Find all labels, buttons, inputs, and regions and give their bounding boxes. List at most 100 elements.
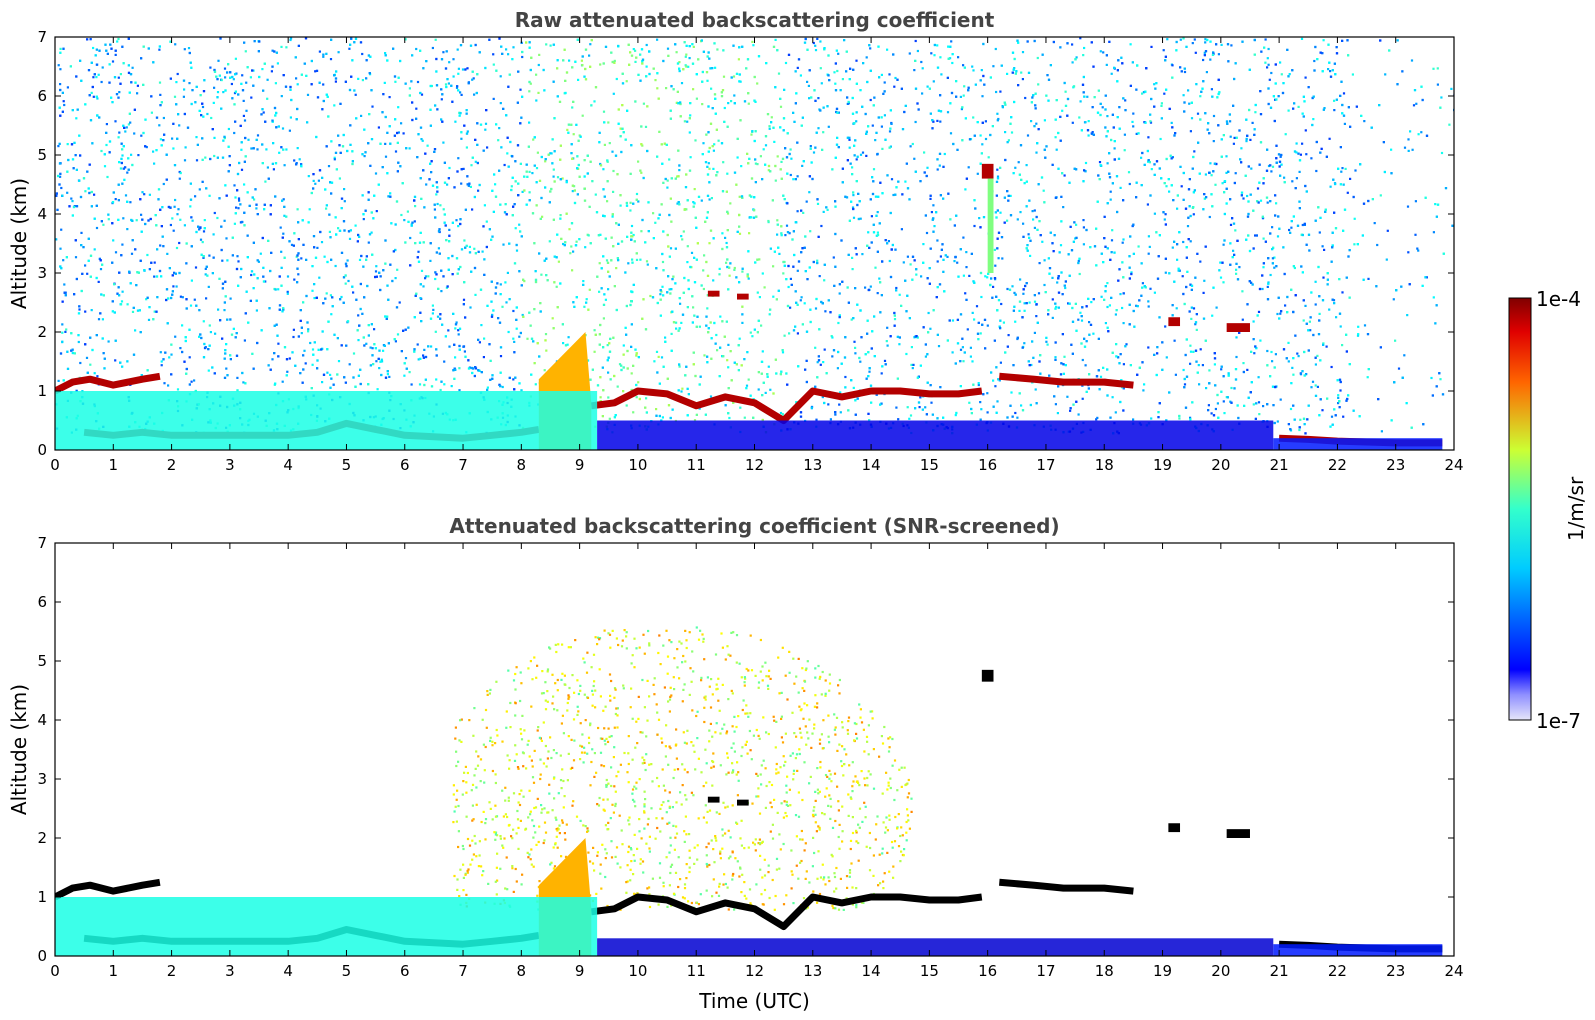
x-tick-label: 7 xyxy=(458,962,468,980)
raw-heatmap xyxy=(55,37,1454,450)
y-tick-label: 7 xyxy=(37,28,47,46)
x-tick-label: 15 xyxy=(920,962,939,980)
x-tick-label: 15 xyxy=(920,456,939,474)
x-tick-label: 20 xyxy=(1211,962,1230,980)
y-tick-label: 5 xyxy=(37,146,47,164)
x-tick-label: 9 xyxy=(575,962,585,980)
boundary-layer-mark xyxy=(1273,944,1443,956)
x-tick-label: 5 xyxy=(342,456,352,474)
x-tick-label: 8 xyxy=(517,456,527,474)
colorbar-gradient xyxy=(1508,297,1532,721)
x-tick-label: 1 xyxy=(109,962,119,980)
cloud-layer-mark xyxy=(590,387,983,424)
y-tick-label: 3 xyxy=(37,264,47,282)
raw-panel-title: Raw attenuated backscattering coefficien… xyxy=(515,8,995,32)
x-tick-label: 5 xyxy=(342,962,352,980)
x-tick-label: 23 xyxy=(1386,456,1405,474)
x-tick-label: 10 xyxy=(628,456,647,474)
cloud-patch-mark xyxy=(1226,323,1250,332)
cloud-patch-mark xyxy=(737,293,749,300)
x-tick-label: 21 xyxy=(1270,962,1289,980)
x-tick-label: 13 xyxy=(803,456,822,474)
x-tick-label: 19 xyxy=(1153,962,1172,980)
x-tick-label: 2 xyxy=(167,962,177,980)
x-tick-label: 6 xyxy=(400,456,410,474)
y-tick-label: 6 xyxy=(37,87,47,105)
boundary-layer-mark xyxy=(1273,438,1443,450)
x-tick-label: 18 xyxy=(1095,962,1114,980)
cloud-patch-mark xyxy=(1168,317,1181,327)
y-tick-label: 5 xyxy=(37,652,47,670)
colorbar-unit-label: 1/m/sr xyxy=(1564,476,1588,541)
x-tick-label: 20 xyxy=(1211,456,1230,474)
x-tick-label: 21 xyxy=(1270,456,1289,474)
colorbar: 1e-4 1e-7 1/m/sr xyxy=(1508,287,1588,733)
x-tick-label: 6 xyxy=(400,962,410,980)
screened-panel: Attenuated backscattering coefficient (S… xyxy=(7,514,1464,1013)
x-tick-label: 11 xyxy=(687,962,706,980)
x-tick-label: 7 xyxy=(458,456,468,474)
cloud-layer-mark xyxy=(999,372,1134,389)
cloud-patch-mark xyxy=(707,796,720,803)
x-tick-label: 8 xyxy=(517,962,527,980)
x-tick-label: 17 xyxy=(1036,456,1055,474)
x-tick-label: 9 xyxy=(575,456,585,474)
x-axis-label: Time (UTC) xyxy=(698,989,810,1013)
cloud-layer-mark xyxy=(55,878,161,901)
y-tick-label: 6 xyxy=(37,593,47,611)
cloud-layer-mark xyxy=(999,878,1134,895)
cloud-patch-mark xyxy=(1168,823,1181,833)
x-tick-label: 22 xyxy=(1328,456,1347,474)
x-tick-label: 4 xyxy=(283,962,293,980)
colorbar-max-label: 1e-4 xyxy=(1536,287,1581,311)
screened-noise-field xyxy=(452,626,913,911)
y-tick-label: 3 xyxy=(37,770,47,788)
x-tick-label: 12 xyxy=(745,456,764,474)
raw-x-ticks: 0 1 2 3 4 5 6 7 8 9 10 11 12 13 14 15 16 17 18 19 20 21 22 23 24 xyxy=(50,37,1464,474)
x-tick-label: 12 xyxy=(745,962,764,980)
x-tick-label: 13 xyxy=(803,962,822,980)
x-tick-label: 16 xyxy=(978,456,997,474)
colorbar-min-label: 1e-7 xyxy=(1536,709,1581,733)
raw-panel: Raw attenuated backscattering coefficien… xyxy=(7,8,1464,474)
x-tick-label: 4 xyxy=(283,456,293,474)
raw-y-ticks: 0 1 2 3 4 5 6 7 xyxy=(37,28,1454,459)
y-tick-label: 2 xyxy=(37,829,47,847)
x-tick-label: 11 xyxy=(687,456,706,474)
y-tick-label: 1 xyxy=(37,888,47,906)
y-tick-label: 4 xyxy=(37,205,47,223)
x-tick-label: 16 xyxy=(978,962,997,980)
y-tick-label: 0 xyxy=(37,441,47,459)
y-tick-label: 4 xyxy=(37,711,47,729)
raw-y-axis-label: Altitude (km) xyxy=(7,178,31,309)
y-tick-label: 0 xyxy=(37,947,47,965)
boundary-layer-mark xyxy=(55,391,598,450)
x-tick-label: 0 xyxy=(50,962,60,980)
cloud-patch-mark xyxy=(981,163,994,179)
screened-features xyxy=(55,669,1443,956)
x-tick-label: 22 xyxy=(1328,962,1347,980)
x-tick-label: 3 xyxy=(225,456,235,474)
raw-plot-frame xyxy=(54,36,1455,451)
x-tick-label: 3 xyxy=(225,962,235,980)
y-tick-label: 2 xyxy=(37,323,47,341)
screened-x-ticks: 0 1 2 3 4 5 6 7 8 9 10 11 12 13 14 15 16 17 18 19 20 21 22 23 24 xyxy=(50,543,1464,980)
x-tick-label: 0 xyxy=(50,456,60,474)
screened-y-ticks: 0 1 2 3 4 5 6 7 xyxy=(37,534,1454,965)
cloud-patch-mark xyxy=(987,178,994,273)
x-tick-label: 17 xyxy=(1036,962,1055,980)
x-tick-label: 23 xyxy=(1386,962,1405,980)
boundary-layer-mark xyxy=(597,938,1274,956)
raw-features xyxy=(55,163,1443,450)
x-tick-label: 14 xyxy=(862,962,881,980)
x-tick-label: 10 xyxy=(628,962,647,980)
cloud-patch-mark xyxy=(1226,829,1250,838)
x-tick-label: 14 xyxy=(862,456,881,474)
cloud-layer-mark xyxy=(55,372,161,395)
cloud-patch-mark xyxy=(707,290,720,297)
boundary-layer-mark xyxy=(55,897,598,956)
screened-y-axis-label: Altitude (km) xyxy=(7,684,31,815)
screened-plot-frame xyxy=(54,542,1455,957)
x-tick-label: 18 xyxy=(1095,456,1114,474)
